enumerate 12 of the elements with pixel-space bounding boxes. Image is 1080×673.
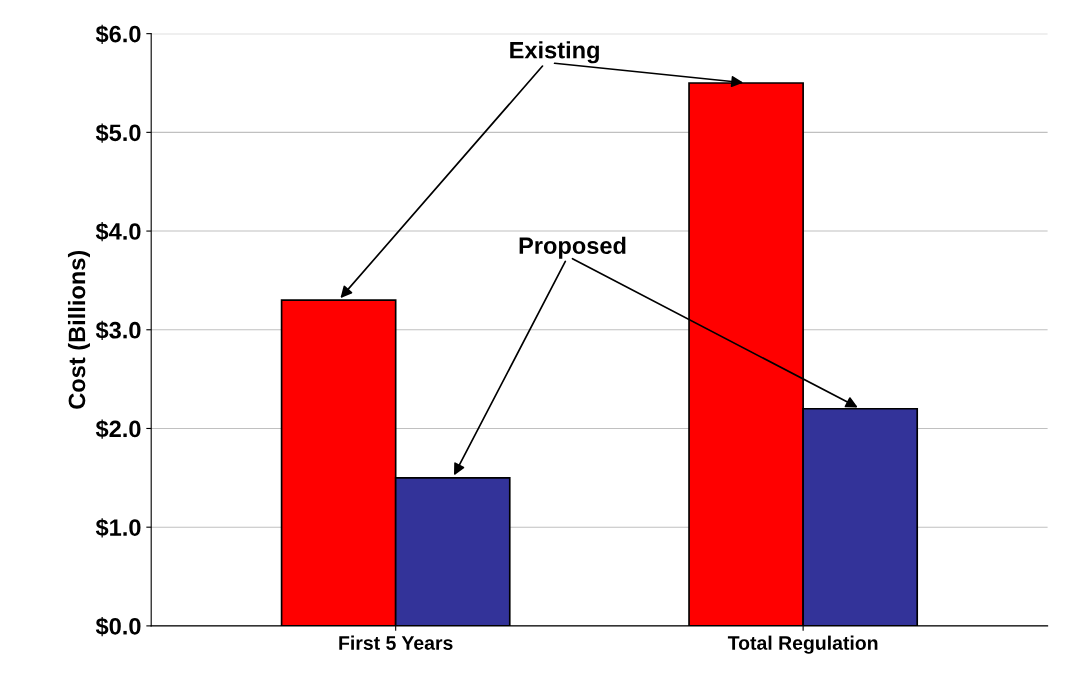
text: Existing [510,41,599,64]
y-tick-label: $6.0 [95,24,141,44]
y-tick-label: $2.0 [95,419,141,439]
y-axis-title: Cost (Billions) [67,250,90,409]
y-tick-label: $5.0 [95,123,141,143]
y-tick-label: $1.0 [95,518,141,538]
x-tick-label: Total Regulation [727,635,878,654]
y-tick-label: $4.0 [95,222,141,242]
y-tick-label: $0.0 [95,616,141,637]
x-tick-label: First 5 Years [339,635,453,650]
y-tick-label: $3.0 [95,320,141,341]
text: Proposed [519,236,626,259]
